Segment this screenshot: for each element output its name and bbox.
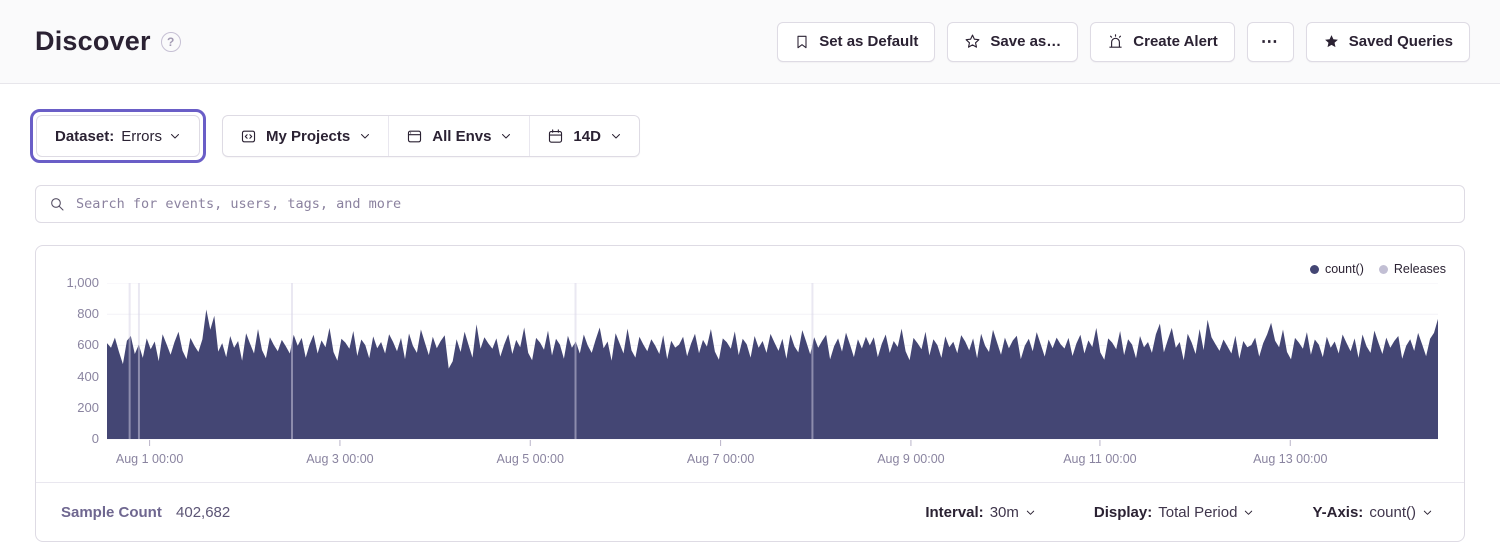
search-bar	[35, 185, 1465, 223]
sample-count-value: 402,682	[176, 503, 231, 521]
help-icon[interactable]: ?	[160, 31, 181, 52]
star-filled-icon	[1324, 35, 1338, 48]
yaxis-label: Y-Axis:	[1312, 503, 1364, 521]
releases-series-dot	[1378, 264, 1388, 274]
dataset-label: Dataset:	[55, 127, 115, 145]
bookmark-icon	[797, 35, 807, 48]
project-filter-label: My Projects	[266, 127, 351, 145]
project-filter[interactable]: My Projects	[223, 116, 388, 156]
interval-select[interactable]: Interval: 30m	[919, 503, 1042, 522]
dataset-value: Errors	[121, 127, 163, 145]
y-tick-label: 200	[77, 399, 99, 415]
x-tick-label: Aug 1 00:00	[115, 452, 184, 466]
projects-icon	[241, 130, 256, 142]
yaxis-select[interactable]: Y-Axis: count()	[1306, 503, 1439, 522]
legend-releases[interactable]: Releases	[1378, 262, 1446, 276]
y-tick-label: 0	[91, 431, 99, 446]
page-filter-group: My Projects All Envs 14D	[222, 115, 640, 157]
date-range-filter[interactable]: 14D	[529, 116, 639, 156]
saved-queries-button[interactable]: Saved Queries	[1305, 21, 1470, 62]
date-range-filter-label: 14D	[573, 127, 601, 145]
legend-count[interactable]: count()	[1309, 262, 1364, 276]
chart-legend: count() Releases	[1309, 262, 1446, 276]
search-icon	[51, 198, 64, 211]
chevron-down-icon	[1423, 510, 1432, 515]
x-tick-label: Aug 13 00:00	[1253, 452, 1328, 466]
ellipsis-icon: ⋯	[1260, 32, 1280, 51]
page-header: Discover ? Set as Default Save as… Creat…	[0, 0, 1500, 84]
set-as-default-label: Set as Default	[819, 33, 919, 50]
area-chart-svg	[107, 282, 1438, 446]
display-label: Display:	[1093, 503, 1153, 521]
more-actions-button[interactable]: ⋯	[1246, 21, 1294, 62]
calendar-icon	[549, 128, 563, 143]
display-value: Total Period	[1158, 503, 1238, 521]
count-series-dot	[1309, 264, 1319, 274]
environment-filter[interactable]: All Envs	[388, 116, 529, 156]
y-tick-label: 1,000	[66, 275, 99, 290]
y-tick-label: 400	[77, 368, 99, 384]
create-alert-button[interactable]: Create Alert	[1090, 21, 1235, 62]
x-tick-label: Aug 11 00:00	[1063, 452, 1137, 466]
dataset-select[interactable]: Dataset: Errors	[36, 115, 201, 157]
create-alert-label: Create Alert	[1133, 33, 1218, 50]
environment-filter-label: All Envs	[432, 127, 492, 145]
save-as-button[interactable]: Save as…	[947, 21, 1079, 62]
chevron-down-icon	[1245, 510, 1253, 515]
dataset-highlight-outline: Dataset: Errors	[30, 109, 207, 163]
x-tick-label: Aug 3 00:00	[306, 452, 374, 466]
chevron-down-icon	[171, 134, 180, 139]
search-input[interactable]	[74, 195, 1451, 213]
y-tick-label: 600	[77, 337, 99, 353]
sample-count-label: Sample Count	[61, 503, 162, 521]
legend-releases-label: Releases	[1393, 262, 1446, 276]
interval-value: 30m	[989, 503, 1019, 521]
sample-count: Sample Count 402,682	[61, 504, 230, 521]
interval-label: Interval:	[925, 503, 984, 521]
chevron-down-icon	[1026, 510, 1035, 515]
display-select[interactable]: Display: Total Period	[1088, 503, 1261, 522]
window-icon	[408, 130, 422, 142]
chevron-down-icon	[611, 134, 620, 139]
save-as-label: Save as…	[990, 33, 1062, 50]
set-as-default-button[interactable]: Set as Default	[777, 21, 936, 62]
chevron-down-icon	[361, 134, 370, 139]
saved-queries-label: Saved Queries	[1348, 33, 1453, 50]
y-tick-label: 800	[77, 306, 99, 322]
x-tick-label: Aug 9 00:00	[877, 452, 945, 466]
siren-icon	[1109, 34, 1123, 48]
events-chart[interactable]	[107, 282, 1438, 454]
star-outline-icon	[965, 34, 980, 48]
legend-count-label: count()	[1324, 262, 1364, 276]
x-axis-labels: Aug 1 00:00 Aug 3 00:00 Aug 5 00:00 Aug 7 0…	[107, 452, 1438, 470]
chart-controls: Interval: 30m Display: Total Period Y-Ax…	[919, 503, 1439, 522]
y-axis-labels: 0 200 400 600 800 1,000	[36, 276, 99, 446]
events-chart-panel: count() Releases 0 200 400 600 800 1,000 Aug …	[35, 245, 1465, 542]
x-tick-label: Aug 5 00:00	[496, 452, 564, 466]
chart-footer: Sample Count 402,682 Interval: 30m Displ…	[36, 482, 1464, 541]
page-title: Discover	[35, 26, 151, 56]
filter-row: Dataset: Errors My Projects All Envs 14D	[30, 109, 1465, 163]
chevron-down-icon	[502, 134, 511, 139]
header-actions: Set as Default Save as… Create Alert ⋯ S…	[777, 21, 1470, 62]
x-tick-label: Aug 7 00:00	[686, 452, 755, 466]
yaxis-value: count()	[1369, 503, 1416, 521]
